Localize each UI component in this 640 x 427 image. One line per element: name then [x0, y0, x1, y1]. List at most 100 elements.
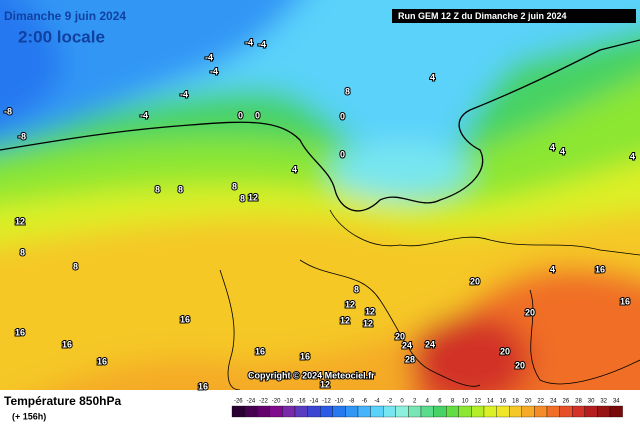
- run-label: Run GEM 12 Z du Dimanche 2 juin 2024: [398, 11, 567, 21]
- scale-label: 8: [451, 399, 455, 405]
- scale-swatch: [446, 405, 459, 418]
- isotherm-label: 4: [560, 146, 565, 156]
- isotherm-label: 8: [240, 193, 245, 203]
- isotherm-label: 20: [515, 360, 525, 370]
- isotherm-label: -4: [140, 110, 148, 120]
- isotherm-label: 24: [425, 339, 435, 349]
- scale-swatch: [534, 405, 548, 418]
- isotherm-label: 16: [62, 339, 72, 349]
- isotherm-label: 8: [73, 261, 78, 271]
- isotherm-label: -4: [258, 39, 266, 49]
- isotherm-label: -4: [205, 52, 213, 62]
- scale-swatch: [572, 405, 585, 418]
- scale-swatch: [370, 405, 384, 418]
- scale-swatch: [332, 405, 346, 418]
- isotherm-label: 0: [238, 110, 243, 120]
- scale-label: -12: [322, 399, 331, 405]
- isotherm-label: 12: [363, 318, 373, 328]
- scale-label: -10: [335, 399, 344, 405]
- isotherm-label: 4: [430, 72, 435, 82]
- scale-label: -24: [247, 399, 256, 405]
- scale-swatch: [383, 405, 396, 418]
- scale-label: 28: [575, 399, 582, 405]
- isotherm-label: 8: [155, 184, 160, 194]
- isotherm-label: 24: [402, 340, 412, 350]
- scale-label: 22: [537, 399, 544, 405]
- isotherm-label: 20: [525, 307, 535, 317]
- copyright: Copyright © 2024 Meteociel.fr: [248, 370, 375, 380]
- isotherm-label: 16: [300, 351, 310, 361]
- footer-title: Température 850hPa: [4, 394, 121, 408]
- scale-swatch: [509, 405, 522, 418]
- isotherm-label: -4: [210, 66, 218, 76]
- run-box: [392, 9, 636, 23]
- scale-swatch: [433, 405, 447, 418]
- scale-swatch: [244, 405, 258, 418]
- scale-label: 24: [550, 399, 557, 405]
- isotherm-label: 12: [340, 315, 350, 325]
- scale-label: 2: [413, 399, 417, 405]
- isotherm-label: 16: [595, 264, 605, 274]
- isotherm-label: 28: [405, 354, 415, 364]
- isotherm-label: 16: [198, 381, 208, 391]
- scale-swatch: [345, 405, 359, 418]
- date-label: Dimanche 9 juin 2024: [4, 9, 126, 23]
- isotherm-label: 16: [15, 327, 25, 337]
- scale-swatch: [496, 405, 510, 418]
- scale-label: -8: [349, 399, 355, 405]
- isotherm-label: 8: [178, 184, 183, 194]
- scale-swatch: [408, 405, 422, 418]
- scale-label: 0: [400, 399, 404, 405]
- isotherm-label: 12: [248, 192, 258, 202]
- scale-swatch: [357, 405, 371, 418]
- isotherm-label: -4: [245, 37, 253, 47]
- scale-swatch: [420, 405, 434, 418]
- isotherm-label: 16: [255, 346, 265, 356]
- scale-label: -18: [284, 399, 293, 405]
- scale-label: 18: [512, 399, 519, 405]
- scale-swatch: [231, 405, 245, 418]
- isotherm-label: 8: [345, 86, 350, 96]
- scale-swatch: [483, 405, 497, 418]
- isotherm-label: 16: [97, 356, 107, 366]
- isotherm-label: 20: [500, 346, 510, 356]
- isotherm-label: 12: [320, 379, 330, 389]
- scale-label: -22: [259, 399, 268, 405]
- scale-swatch: [294, 405, 308, 418]
- scale-swatch: [282, 405, 296, 418]
- isotherm-label: -8: [4, 106, 12, 116]
- isotherm-label: 16: [620, 296, 630, 306]
- footer-lead: (+ 156h): [12, 411, 46, 421]
- coastlines: [0, 39, 640, 391]
- scale-swatch: [471, 405, 485, 418]
- isotherm-label: 12: [365, 306, 375, 316]
- scale-label: 12: [474, 399, 481, 405]
- scale-label: 16: [500, 399, 507, 405]
- isotherm-label: 0: [340, 111, 345, 121]
- isotherm-label: 4: [550, 142, 555, 152]
- scale-label: -26: [234, 399, 243, 405]
- scale-label: 34: [613, 399, 620, 405]
- isotherm-label: 0: [255, 110, 260, 120]
- scale-swatch: [609, 405, 623, 418]
- scale-label: -6: [362, 399, 368, 405]
- scale-swatch: [269, 405, 283, 418]
- scale-swatch: [307, 405, 321, 418]
- scale-label: 4: [426, 399, 430, 405]
- isotherm-label: -8: [18, 131, 26, 141]
- isotherm-label: -4: [180, 89, 188, 99]
- scale-label: -20: [272, 399, 281, 405]
- scale-swatch: [320, 405, 333, 418]
- time-label: 2:00 locale: [18, 27, 105, 46]
- isotherm-label: 8: [232, 181, 237, 191]
- scale-label: 30: [588, 399, 595, 405]
- scale-swatch: [597, 405, 611, 418]
- scale-swatch: [257, 405, 270, 418]
- scale-label: 10: [462, 399, 469, 405]
- scale-label: -4: [374, 399, 380, 405]
- isotherm-label: 12: [345, 299, 355, 309]
- isotherm-label: 8: [20, 247, 25, 257]
- isotherm-label: 4: [550, 264, 555, 274]
